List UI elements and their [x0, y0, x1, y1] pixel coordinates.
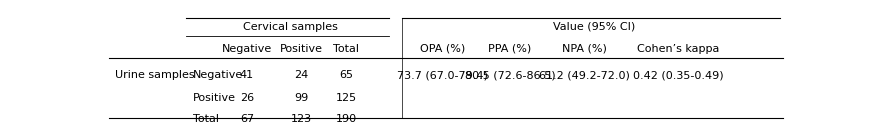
Text: 24: 24 [294, 70, 308, 80]
Text: 41: 41 [240, 70, 254, 80]
Text: Positive: Positive [279, 44, 322, 54]
Text: Urine samples: Urine samples [116, 70, 195, 80]
Text: 61.2 (49.2-72.0): 61.2 (49.2-72.0) [538, 70, 629, 80]
Text: 26: 26 [240, 93, 254, 103]
Text: Value (95% CI): Value (95% CI) [553, 22, 634, 32]
Text: Negative: Negative [222, 44, 272, 54]
Text: OPA (%): OPA (%) [420, 44, 465, 54]
Text: Negative: Negative [193, 70, 243, 80]
Text: Cohen’s kappa: Cohen’s kappa [637, 44, 719, 54]
Text: NPA (%): NPA (%) [561, 44, 606, 54]
Text: Cervical samples: Cervical samples [243, 22, 338, 32]
Text: 73.7 (67.0-79.4): 73.7 (67.0-79.4) [396, 70, 488, 80]
Text: Positive: Positive [193, 93, 235, 103]
Text: Total: Total [193, 114, 219, 124]
Text: 67: 67 [240, 114, 254, 124]
Text: 190: 190 [335, 114, 356, 124]
Text: 123: 123 [290, 114, 311, 124]
Text: 65: 65 [339, 70, 353, 80]
Text: 99: 99 [294, 93, 308, 103]
Text: 125: 125 [335, 93, 356, 103]
Text: 0.42 (0.35-0.49): 0.42 (0.35-0.49) [633, 70, 723, 80]
Text: Total: Total [333, 44, 359, 54]
Text: 80.5 (72.6-86.5): 80.5 (72.6-86.5) [464, 70, 554, 80]
Text: PPA (%): PPA (%) [488, 44, 531, 54]
